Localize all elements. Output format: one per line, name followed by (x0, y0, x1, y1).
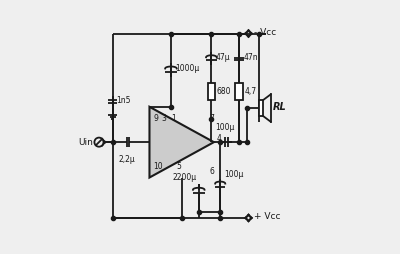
Bar (259, 100, 264, 116)
Text: 4,7: 4,7 (245, 87, 257, 96)
Text: 2200μ: 2200μ (172, 173, 196, 182)
Text: 3: 3 (161, 114, 166, 123)
Text: 4: 4 (216, 134, 221, 143)
Text: 47n: 47n (244, 53, 258, 62)
Text: 5: 5 (176, 162, 181, 171)
Text: 7: 7 (210, 114, 214, 123)
Text: 100μ: 100μ (216, 123, 235, 132)
Text: RL: RL (273, 102, 287, 112)
Text: 100μ: 100μ (224, 170, 243, 180)
Circle shape (94, 138, 104, 147)
Text: 1000μ: 1000μ (176, 65, 200, 73)
Text: 47μ: 47μ (216, 53, 230, 62)
Text: 6: 6 (210, 167, 214, 176)
Text: Uin: Uin (78, 138, 93, 147)
Bar (235, 83, 243, 100)
Bar (208, 83, 215, 100)
Text: 10: 10 (154, 162, 163, 171)
Text: 1: 1 (171, 114, 176, 123)
Text: 9: 9 (154, 114, 159, 123)
Text: - Vcc: - Vcc (254, 28, 276, 37)
Polygon shape (150, 107, 214, 178)
Text: 2,2μ: 2,2μ (118, 155, 135, 164)
Text: 680: 680 (217, 87, 232, 96)
Text: + Vcc: + Vcc (254, 212, 281, 221)
Text: 1n5: 1n5 (117, 96, 131, 105)
